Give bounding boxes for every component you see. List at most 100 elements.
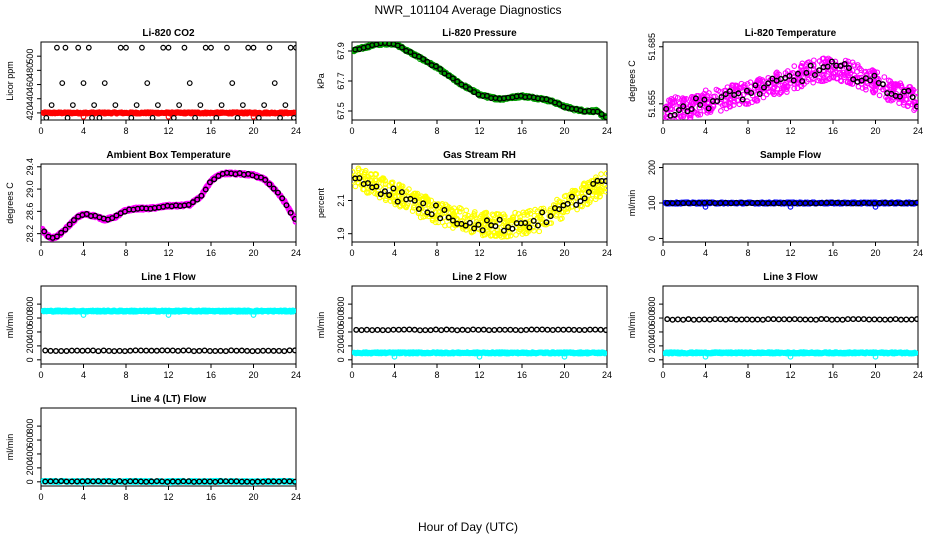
x-tick-label: 20 (559, 248, 569, 258)
data-point (463, 207, 470, 214)
data-point (386, 192, 393, 199)
figure-xlabel: Hour of Day (UTC) (418, 520, 518, 534)
data-point (818, 316, 825, 323)
data-point (823, 316, 830, 323)
data-point (876, 316, 883, 323)
series-2 (352, 42, 607, 120)
data-point (515, 211, 522, 217)
data-point (132, 347, 139, 354)
data-point (828, 316, 835, 323)
x-tick-label: 0 (349, 126, 354, 136)
data-point (544, 326, 551, 333)
data-point (813, 200, 820, 207)
data-point (449, 217, 456, 224)
data-point (459, 223, 466, 230)
data-point (401, 326, 408, 333)
data-point (760, 94, 767, 101)
x-tick-label: 16 (517, 126, 527, 136)
x-tick-label: 16 (517, 370, 527, 380)
y-axis-label: ml/min (627, 190, 637, 217)
x-tick-label: 0 (38, 370, 43, 380)
data-point (450, 208, 456, 215)
data-point (717, 200, 724, 207)
data-point (702, 87, 709, 94)
x-tick-label: 20 (870, 248, 880, 258)
data-point (870, 78, 877, 85)
data-point (728, 316, 735, 323)
data-point (202, 44, 209, 51)
data-point (822, 58, 829, 65)
x-tick-label: 4 (81, 370, 86, 380)
data-point (880, 86, 887, 93)
plot-frame (40, 407, 297, 487)
data-point (390, 326, 397, 333)
data-point (527, 207, 533, 214)
data-point (116, 347, 123, 354)
data-point (538, 205, 544, 212)
data-point (352, 172, 359, 179)
data-point (844, 79, 851, 86)
data-point (127, 347, 134, 354)
data-point (528, 326, 535, 333)
data-point (855, 316, 862, 323)
data-point (448, 326, 455, 333)
data-point (43, 114, 50, 120)
data-point (270, 185, 277, 192)
y-tick-label: 67.5 (336, 102, 346, 120)
data-point (688, 106, 695, 113)
y-tick-label: 440 (25, 91, 35, 106)
data-point (717, 316, 724, 323)
x-tick-label: 8 (745, 370, 750, 380)
y-tick-label: 400 (647, 324, 657, 339)
data-point (771, 91, 778, 98)
x-tick-label: 4 (392, 370, 397, 380)
data-point (775, 200, 782, 207)
data-point (175, 347, 182, 354)
data-point (738, 316, 745, 323)
y-axis-label: degrees C (5, 182, 15, 224)
y-tick-label: 500 (25, 49, 35, 64)
data-point (876, 200, 883, 207)
data-point (675, 107, 682, 114)
x-tick-label: 0 (38, 492, 43, 502)
data-point (470, 228, 477, 235)
data-point (123, 44, 129, 51)
data-point (186, 80, 193, 87)
data-point (826, 76, 833, 82)
data-point (913, 199, 918, 206)
panel-title: Line 4 (LT) Flow (131, 394, 207, 405)
data-point (549, 326, 556, 333)
data-point (502, 326, 509, 333)
data-point (706, 199, 713, 206)
data-point (229, 80, 236, 87)
data-point (881, 74, 888, 80)
data-point (828, 199, 835, 206)
plot-area (41, 169, 296, 242)
data-point (143, 347, 150, 354)
data-point (714, 98, 721, 105)
x-tick-label: 24 (602, 370, 612, 380)
y-tick-label: 480 (25, 63, 35, 78)
data-point (189, 199, 196, 206)
data-point (387, 193, 394, 199)
x-tick-label: 16 (828, 126, 838, 136)
x-tick-label: 4 (392, 248, 397, 258)
data-point (715, 87, 722, 94)
data-point (469, 214, 475, 220)
data-point (905, 87, 912, 94)
data-point (492, 232, 499, 239)
x-tick-label: 4 (703, 126, 708, 136)
data-point (270, 347, 277, 354)
data-point (887, 200, 894, 207)
data-point (597, 186, 604, 193)
data-point (871, 316, 878, 323)
data-point (726, 88, 733, 95)
data-point (89, 114, 95, 120)
data-point (133, 102, 140, 109)
data-point (164, 347, 171, 354)
x-tick-label: 20 (248, 126, 258, 136)
data-point (58, 347, 65, 354)
data-point (680, 103, 687, 110)
